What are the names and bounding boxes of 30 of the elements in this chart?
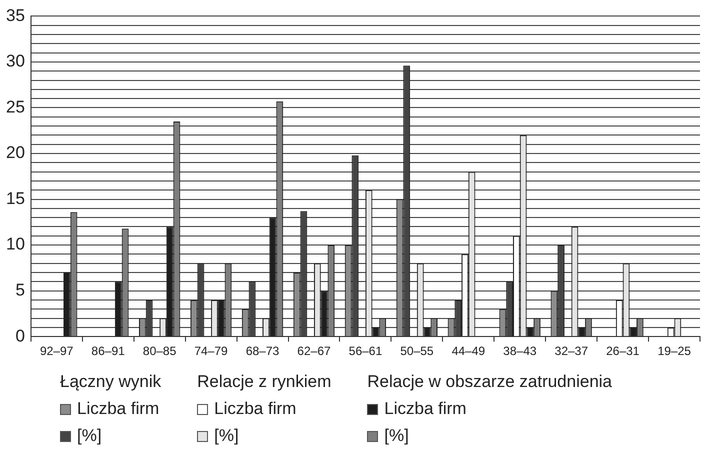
legend-label: Liczba firm	[213, 398, 298, 420]
x-tick-label: 50–55	[400, 344, 434, 358]
text: Łączny wynik	[60, 371, 162, 393]
x-tick-label: 92–97	[40, 344, 74, 358]
x-tick-label: 74–79	[194, 344, 228, 358]
y-tick-label: 35	[6, 6, 25, 25]
legend-label: [%]	[213, 425, 240, 447]
x-tick-label: 26–31	[606, 344, 640, 358]
x-tick-label: 19–25	[658, 344, 692, 358]
x-tick-label: 80–85	[142, 344, 177, 358]
y-tick-label: 10	[6, 234, 25, 254]
x-tick-label: 56–61	[348, 344, 382, 358]
x-tick-label: 62–67	[297, 344, 331, 358]
legend-label: [%]	[76, 425, 103, 447]
y-tick-label: 20	[6, 143, 25, 162]
text: Relacje z rynkiem	[197, 371, 332, 393]
y-tick-label: 15	[6, 188, 25, 208]
y-tick-label: 0	[15, 326, 25, 346]
legend-label: Liczba firm	[76, 398, 160, 420]
x-tick-label: 86–91	[91, 344, 126, 358]
x-tick-label: 44–49	[452, 344, 486, 358]
text: Relacje w obszarze zatrudnienia	[367, 371, 612, 393]
x-tick-label: 38–43	[503, 344, 537, 358]
x-tick-label: 32–37	[554, 344, 588, 358]
legend-label: [%]	[383, 425, 410, 447]
y-tick-label: 30	[6, 52, 25, 71]
legend-label: Liczba firm	[383, 398, 468, 420]
y-tick-label: 25	[6, 97, 25, 116]
y-tick-label: 5	[15, 280, 25, 300]
x-tick-label: 68–73	[246, 344, 280, 358]
